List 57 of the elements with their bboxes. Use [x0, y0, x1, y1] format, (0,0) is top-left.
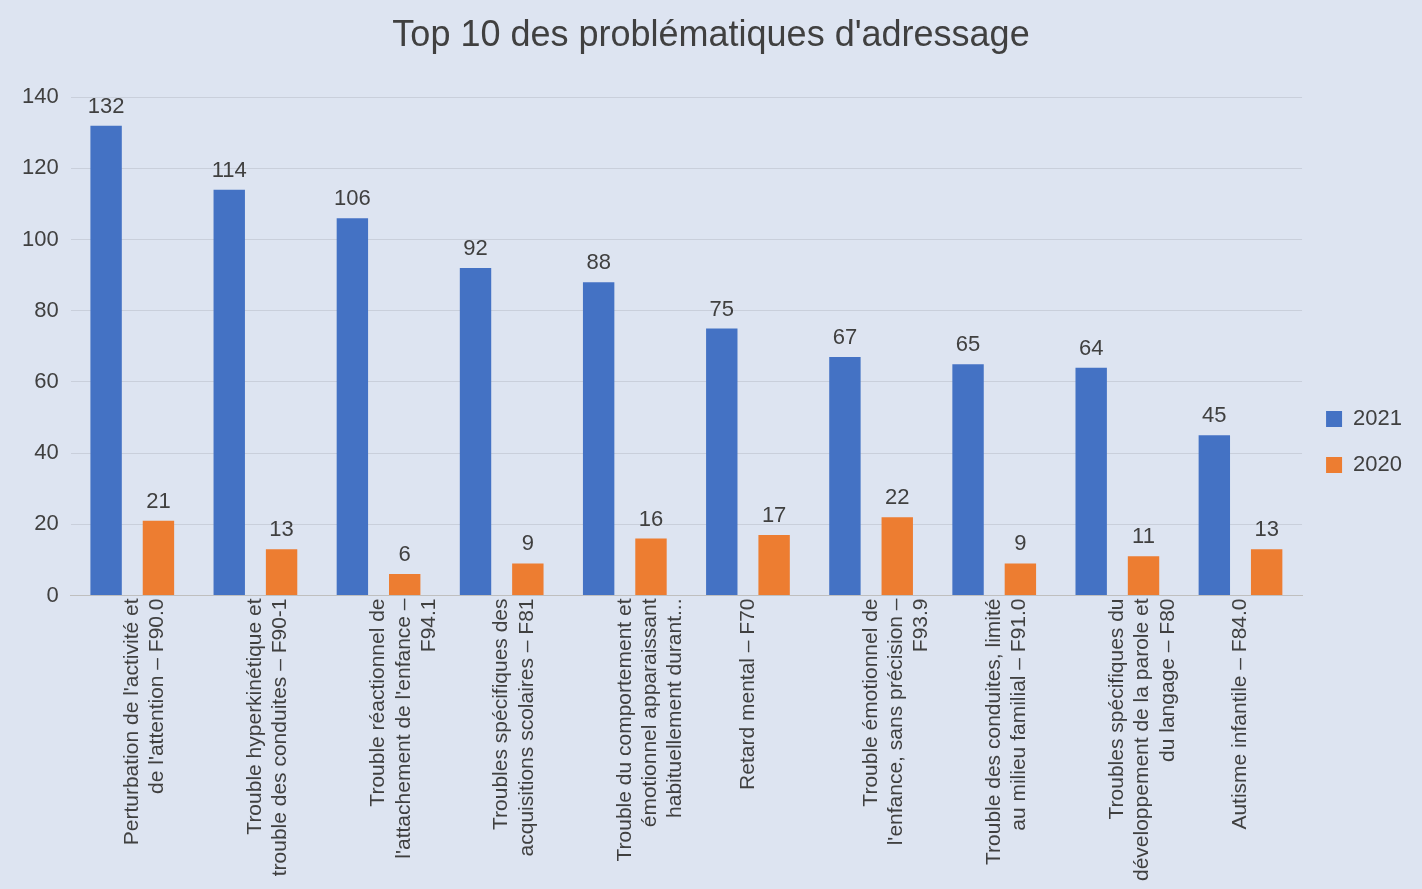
data-label: 6: [398, 541, 411, 567]
bar: [829, 357, 861, 595]
bar: [459, 268, 492, 595]
x-tick-label: Trouble du comportement et émotionnel apparaissant habituellement durant...: [611, 598, 686, 862]
y-tick-label: 120: [21, 154, 59, 180]
x-tick-label: Perturbation de l'activité et de l'attention – F90.0: [119, 598, 168, 846]
bar: [90, 125, 122, 595]
data-label: 13: [1254, 516, 1279, 542]
data-label: 9: [1014, 530, 1027, 556]
bar: [881, 517, 913, 595]
data-label: 106: [334, 185, 371, 211]
x-tick-label: Autisme infantile – F84.0: [1227, 598, 1251, 830]
bar: [706, 328, 738, 595]
bar: [265, 549, 298, 595]
data-label: 9: [521, 530, 534, 556]
y-tick-label: 140: [21, 83, 59, 109]
bar: [758, 534, 790, 595]
bar: [336, 218, 369, 595]
bar: [213, 189, 245, 595]
bar: [389, 574, 421, 595]
bar: [1250, 549, 1283, 595]
data-label: 11: [1132, 523, 1155, 549]
bar: [952, 364, 984, 595]
y-tick-label: 100: [21, 225, 59, 251]
chart-title: Top 10 des problématiques d'adressage: [392, 12, 1030, 54]
data-label: 17: [761, 502, 787, 528]
data-label: 13: [269, 516, 294, 542]
data-label: 64: [1078, 334, 1104, 360]
legend-label: 2020: [1353, 451, 1403, 477]
data-label: 114: [211, 156, 247, 182]
bar: [1198, 435, 1231, 595]
data-label: 22: [885, 484, 910, 510]
bar: [582, 282, 615, 595]
data-label: 16: [638, 505, 664, 531]
y-tick-label: 40: [34, 439, 59, 465]
data-label: 67: [832, 324, 858, 350]
y-tick-label: 0: [46, 581, 59, 607]
legend-label: 2021: [1353, 405, 1403, 431]
data-label: 132: [87, 92, 125, 118]
data-label: 92: [463, 235, 488, 261]
data-label: 21: [146, 487, 171, 513]
y-tick-label: 60: [34, 367, 59, 393]
x-tick-label: Trouble réactionnel de l'attachement de l'enfance – F94.1: [365, 598, 439, 859]
bar: [1075, 367, 1107, 595]
bar: [635, 538, 667, 595]
data-label: 65: [955, 331, 981, 357]
y-tick-label: 20: [34, 510, 59, 536]
bar: [142, 520, 175, 595]
data-label: 45: [1202, 402, 1227, 428]
y-tick-label: 80: [34, 296, 59, 322]
x-tick-label: Trouble émotionnel de l'enfance, sans précision – F93.9: [857, 598, 932, 846]
data-label: 75: [709, 295, 735, 321]
bar: [1004, 563, 1037, 595]
x-tick-label: Retard mental – F70: [734, 598, 758, 790]
bar: [1127, 556, 1160, 595]
bar: [512, 563, 544, 595]
data-label: 88: [586, 249, 611, 275]
